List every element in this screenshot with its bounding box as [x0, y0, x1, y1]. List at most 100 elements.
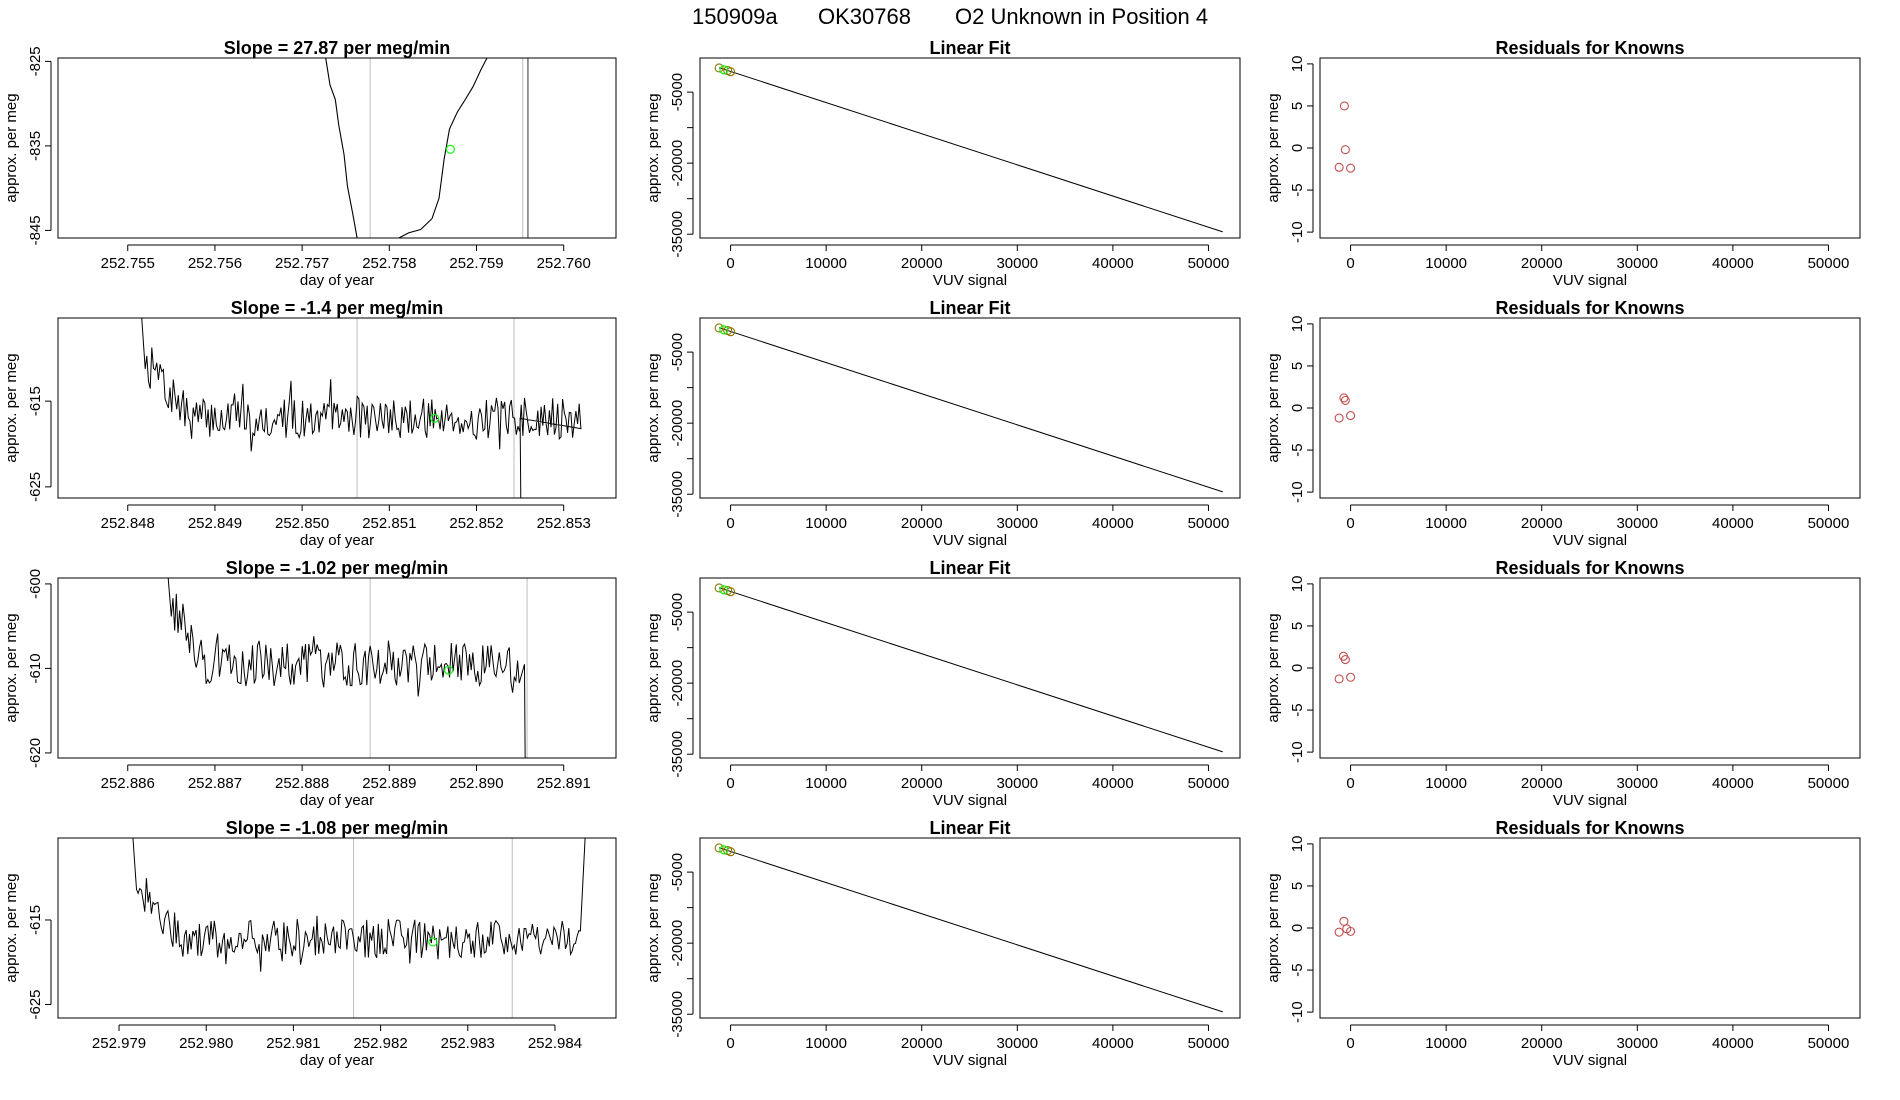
- y-tick-label: 10: [1289, 836, 1306, 853]
- panel-4-2: 0 10000 20000 30000 40000 50000 -5000 -20000 -35…: [645, 818, 1241, 1069]
- highlight-point: [719, 845, 729, 855]
- y-tick-label: 0: [1289, 144, 1306, 152]
- x-axis-label: VUV signal: [933, 792, 1007, 809]
- data-point: [1346, 163, 1356, 173]
- x-tick-label: 252.853: [537, 515, 591, 532]
- plot-area: [714, 583, 1223, 753]
- x-tick-label: 10000: [805, 255, 847, 272]
- x-tick-label: 40000: [1712, 775, 1754, 792]
- x-tick-label: 252.758: [362, 255, 416, 272]
- x-tick-label: 50000: [1808, 255, 1850, 272]
- x-tick-label: 252.756: [188, 255, 242, 272]
- x-tick-label: 40000: [1712, 255, 1754, 272]
- data-point: [1339, 393, 1349, 403]
- data-point: [1334, 927, 1344, 937]
- y-tick-label: -10: [1289, 1001, 1306, 1023]
- y-tick-label: -620: [27, 738, 44, 768]
- x-tick-label: 30000: [1616, 775, 1658, 792]
- x-tick-label: 30000: [996, 515, 1038, 532]
- highlight-point: [719, 325, 729, 335]
- x-tick-label: 252.981: [266, 1035, 320, 1052]
- y-tick-label: -10: [1289, 221, 1306, 243]
- y-tick-label: -825: [27, 46, 44, 76]
- data-trace: [325, 58, 358, 238]
- plot-frame: [1319, 837, 1861, 1019]
- panel-3-3: 0 10000 20000 30000 40000 50000 10 5 0 -5 -10 Resid…: [1265, 558, 1861, 809]
- y-tick-label: 0: [1289, 404, 1306, 412]
- panel-title: Slope = -1.4 per meg/min: [231, 298, 444, 318]
- x-tick-label: 40000: [1092, 515, 1134, 532]
- plot-area: [1334, 916, 1356, 937]
- plot-area: [1334, 393, 1356, 423]
- x-axis-label: day of year: [300, 792, 374, 809]
- x-tick-label: 252.980: [179, 1035, 233, 1052]
- plot-frame: [699, 57, 1241, 239]
- data-point: [1334, 674, 1344, 684]
- y-tick-label: -845: [27, 215, 44, 245]
- plot-area: [714, 843, 1223, 1013]
- y-tick-label: -5000: [669, 333, 686, 371]
- panel-title: Linear Fit: [929, 38, 1010, 58]
- x-tick-label: 50000: [1808, 515, 1850, 532]
- y-tick-label: -5000: [669, 73, 686, 111]
- plot-area: [167, 578, 528, 758]
- data-point: [726, 67, 736, 77]
- x-tick-label: 252.979: [92, 1035, 146, 1052]
- figure-title-tank-id: OK30768: [818, 4, 911, 29]
- panel-4-1: 252.979 252.980 252.981 252.982 252.983 252.9…: [3, 818, 617, 1069]
- x-tick-label: 10000: [1425, 255, 1467, 272]
- x-tick-label: 252.755: [101, 255, 155, 272]
- plot-frame: [699, 837, 1241, 1019]
- panel-4-3: 0 10000 20000 30000 40000 50000 10 5 0 -5 -10 Resid…: [1265, 818, 1861, 1069]
- y-tick-label: 5: [1289, 362, 1306, 370]
- data-point: [1346, 926, 1356, 936]
- data-point: [726, 327, 736, 337]
- x-axis-label: VUV signal: [1553, 1052, 1627, 1069]
- data-point: [1346, 672, 1356, 682]
- panel-2-3: 0 10000 20000 30000 40000 50000 10 5 0 -5 -10 Resid…: [1265, 298, 1861, 549]
- x-tick-label: 252.849: [188, 515, 242, 532]
- data-point: [1340, 145, 1350, 155]
- panel-title: Residuals for Knowns: [1495, 818, 1684, 838]
- data-point: [726, 587, 736, 597]
- x-tick-label: 50000: [1188, 255, 1230, 272]
- fit-line: [718, 67, 1223, 233]
- x-axis-label: VUV signal: [933, 1052, 1007, 1069]
- figure-title-run-id: 150909a: [692, 4, 778, 29]
- plot-frame: [699, 317, 1241, 499]
- data-point: [1339, 916, 1349, 926]
- x-tick-label: 252.886: [101, 775, 155, 792]
- x-tick-label: 0: [1346, 255, 1354, 272]
- data-trace: [132, 838, 586, 972]
- x-tick-label: 50000: [1808, 1035, 1850, 1052]
- y-tick-label: -615: [27, 905, 44, 935]
- panel-title: Slope = -1.08 per meg/min: [226, 818, 449, 838]
- x-tick-label: 20000: [901, 515, 943, 532]
- x-tick-label: 10000: [1425, 775, 1467, 792]
- x-tick-label: 0: [1346, 1035, 1354, 1052]
- x-tick-label: 20000: [1521, 255, 1563, 272]
- x-tick-label: 30000: [996, 255, 1038, 272]
- panel-1-1: 252.755 252.756 252.757 252.758 252.759 252.7…: [3, 38, 617, 289]
- panel-title: Slope = 27.87 per meg/min: [224, 38, 451, 58]
- plot-frame: [1319, 57, 1861, 239]
- plot-frame: [57, 57, 617, 239]
- plot-frame: [57, 837, 617, 1019]
- panel-2-1: 252.848 252.849 252.850 252.851 252.852 252.8…: [3, 298, 617, 549]
- x-tick-label: 0: [726, 775, 734, 792]
- y-tick-label: -5: [1289, 703, 1306, 716]
- x-axis-label: VUV signal: [1553, 272, 1627, 289]
- data-point: [1340, 395, 1350, 405]
- x-tick-label: 0: [1346, 515, 1354, 532]
- x-tick-label: 50000: [1808, 775, 1850, 792]
- x-tick-label: 30000: [1616, 515, 1658, 532]
- panel-title: Residuals for Knowns: [1495, 38, 1684, 58]
- plot-area: [141, 318, 582, 498]
- plot-area: [1334, 651, 1356, 684]
- x-tick-label: 20000: [1521, 515, 1563, 532]
- x-tick-label: 40000: [1092, 775, 1134, 792]
- y-axis-label: approx. per meg: [645, 873, 662, 982]
- y-axis-label: approx. per meg: [1265, 873, 1282, 982]
- y-axis-label: approx. per meg: [3, 353, 20, 462]
- x-tick-label: 40000: [1712, 515, 1754, 532]
